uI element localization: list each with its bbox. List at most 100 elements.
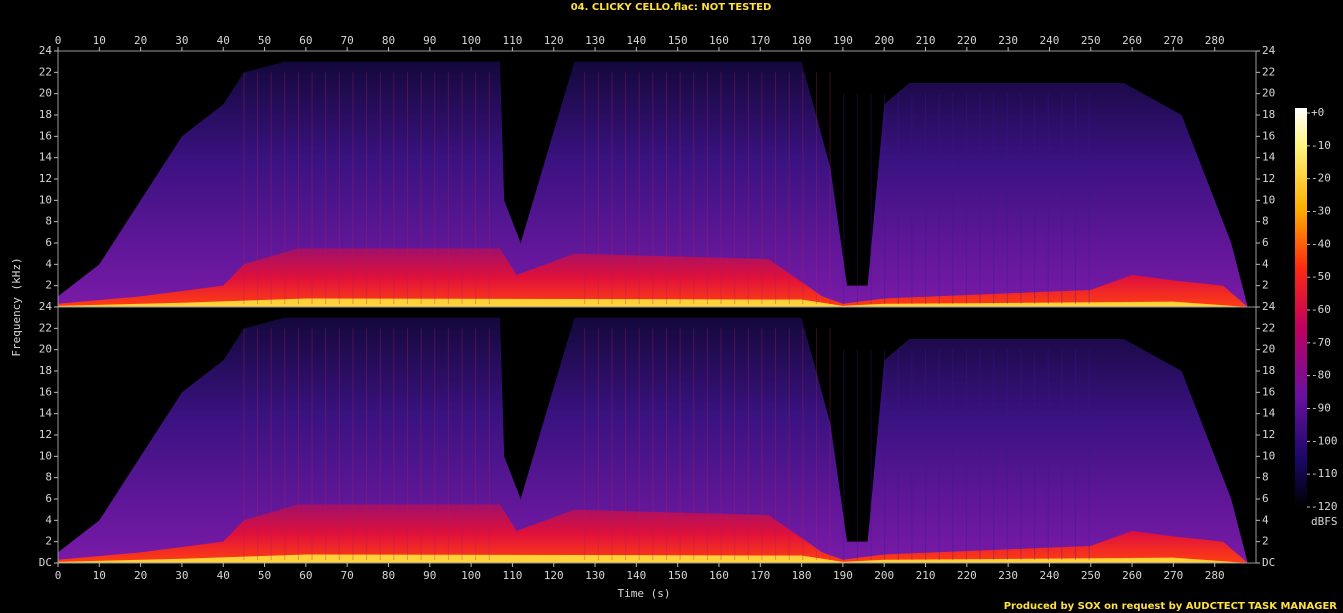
y-tick-label: 22 <box>1262 321 1275 334</box>
x-tick-label: 180 <box>792 569 812 582</box>
x-tick-label: 30 <box>175 569 188 582</box>
x-tick-label: 100 <box>461 34 481 47</box>
x-tick-label: 90 <box>423 34 436 47</box>
x-tick-label: 190 <box>833 569 853 582</box>
y-tick-label: 16 <box>1262 129 1275 142</box>
x-tick-label: 100 <box>461 569 481 582</box>
y-tick-label: 12 <box>39 428 52 441</box>
x-tick-label: 240 <box>1040 569 1060 582</box>
x-tick-label: 50 <box>258 34 271 47</box>
y-tick-label: 16 <box>1262 385 1275 398</box>
colorbar-tick-label: -90 <box>1311 402 1331 415</box>
x-tick-label: 110 <box>502 569 522 582</box>
x-tick-label: 120 <box>544 569 564 582</box>
y-tick-label: 6 <box>1262 492 1269 505</box>
x-tick-label: 210 <box>916 34 936 47</box>
x-tick-label: 10 <box>93 569 106 582</box>
x-tick-label: 250 <box>1081 34 1101 47</box>
y-tick-label: 6 <box>45 236 52 249</box>
x-tick-label: 250 <box>1081 569 1101 582</box>
y-tick-label: 24 <box>39 300 53 313</box>
colorbar-tick-label: +0 <box>1311 106 1324 119</box>
y-tick-label: 10 <box>1262 193 1275 206</box>
y-tick-label: 10 <box>39 449 52 462</box>
y-tick-label: 18 <box>39 108 52 121</box>
x-tick-label: 30 <box>175 34 188 47</box>
colorbar-tick-label: -20 <box>1311 172 1331 185</box>
x-tick-label: 40 <box>217 569 230 582</box>
colorbar-tick-label: -30 <box>1311 205 1331 218</box>
y-tick-label: 20 <box>1262 87 1275 100</box>
x-tick-label: 260 <box>1122 34 1142 47</box>
x-tick-label: 170 <box>750 34 770 47</box>
y-tick-label: 6 <box>45 492 52 505</box>
x-tick-label: 20 <box>134 34 147 47</box>
x-tick-label: 90 <box>423 569 436 582</box>
y-tick-label: 12 <box>1262 428 1275 441</box>
colorbar-tick-label: -60 <box>1311 303 1331 316</box>
y-tick-label: 6 <box>1262 236 1269 249</box>
x-tick-label: 270 <box>1163 34 1183 47</box>
y-tick-label: 18 <box>39 364 52 377</box>
x-tick-label: 230 <box>998 34 1018 47</box>
x-tick-label: 170 <box>750 569 770 582</box>
y-tick-label: 12 <box>1262 172 1275 185</box>
y-tick-label: 2 <box>45 279 52 292</box>
x-tick-label: 270 <box>1163 569 1183 582</box>
x-tick-label: 150 <box>668 34 688 47</box>
colorbar-tick-label: -120 <box>1311 500 1338 513</box>
y-tick-label: 2 <box>45 535 52 548</box>
colorbar-tick-label: -80 <box>1311 369 1331 382</box>
y-axis-label: Frequency (kHz) <box>10 257 23 356</box>
spectrum-fundamental <box>58 554 1248 563</box>
x-tick-label: 140 <box>626 34 646 47</box>
y-tick-label: 8 <box>45 471 52 484</box>
x-tick-label: 200 <box>874 34 894 47</box>
x-axis-label: Time (s) <box>618 587 671 600</box>
y-tick-label: DC <box>39 556 52 569</box>
y-tick-label: 24 <box>1262 44 1276 57</box>
x-tick-label: 160 <box>709 34 729 47</box>
x-tick-label: 110 <box>502 34 522 47</box>
y-tick-label: 4 <box>45 513 52 526</box>
y-tick-label: 14 <box>1262 407 1276 420</box>
chart-title: 04. CLICKY CELLO.flac: NOT TESTED <box>571 2 772 13</box>
colorbar-tick-label: -50 <box>1311 270 1331 283</box>
y-tick-label: 14 <box>39 151 53 164</box>
x-tick-label: 240 <box>1040 34 1060 47</box>
x-tick-label: 130 <box>585 569 605 582</box>
x-tick-label: 70 <box>341 34 354 47</box>
x-tick-label: 190 <box>833 34 853 47</box>
x-tick-label: 120 <box>544 34 564 47</box>
spectrum-body <box>58 317 1248 563</box>
x-tick-label: 220 <box>957 569 977 582</box>
colorbar-tick-label: -110 <box>1311 467 1338 480</box>
y-tick-label: 22 <box>1262 65 1275 78</box>
y-tick-label: 22 <box>39 65 52 78</box>
colorbar <box>1295 108 1307 507</box>
colorbar-label: dBFS <box>1311 515 1338 528</box>
x-tick-label: 80 <box>382 34 395 47</box>
x-tick-label: 10 <box>93 34 106 47</box>
y-tick-label: 24 <box>39 44 53 57</box>
x-tick-label: 140 <box>626 569 646 582</box>
spectrum-low <box>58 248 1248 307</box>
x-tick-label: 280 <box>1205 34 1225 47</box>
y-tick-label: DC <box>1262 556 1275 569</box>
x-tick-label: 180 <box>792 34 812 47</box>
y-tick-label: 18 <box>1262 108 1275 121</box>
x-tick-label: 60 <box>299 34 312 47</box>
y-tick-label: 10 <box>39 193 52 206</box>
y-tick-label: 4 <box>1262 513 1269 526</box>
x-tick-label: 70 <box>341 569 354 582</box>
x-tick-label: 280 <box>1205 569 1225 582</box>
colorbar-tick-label: -40 <box>1311 237 1331 250</box>
x-tick-label: 130 <box>585 34 605 47</box>
y-tick-label: 20 <box>39 343 52 356</box>
x-tick-label: 210 <box>916 569 936 582</box>
y-tick-label: 24 <box>1262 300 1276 313</box>
y-tick-label: 14 <box>1262 151 1276 164</box>
y-tick-label: 16 <box>39 129 52 142</box>
y-tick-label: 8 <box>1262 471 1269 484</box>
